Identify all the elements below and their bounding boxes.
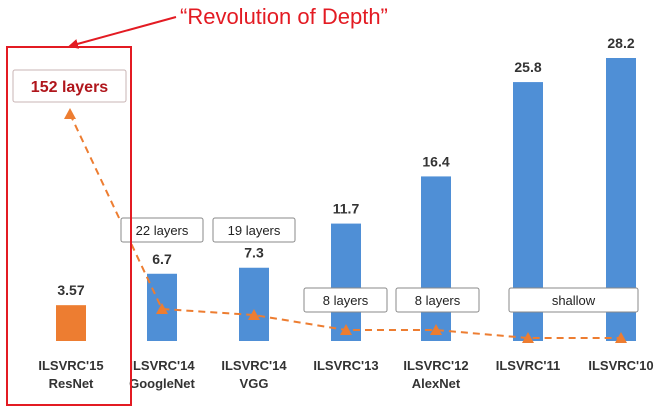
- value-label-5: 25.8: [514, 59, 541, 75]
- value-label-3: 11.7: [333, 201, 360, 217]
- depth-label-box-0: [12, 69, 127, 103]
- category-label-1-0: ILSVRC'14: [129, 358, 195, 373]
- depth-label-5: shallow: [552, 293, 596, 308]
- trend-marker-6: [615, 332, 627, 343]
- category-label-1-1: GoogleNet: [129, 376, 195, 391]
- depth-label-box-3: [303, 287, 388, 313]
- category-label-0-0: ILSVRC'15: [38, 358, 103, 373]
- bar-4: [421, 176, 451, 341]
- bar-3: [331, 223, 361, 341]
- value-label-2: 7.3: [244, 245, 264, 261]
- trend-marker-5: [522, 332, 534, 343]
- depth-label-2: 19 layers: [228, 223, 281, 238]
- category-label-0-1: ResNet: [49, 376, 94, 391]
- depth-label-box-2: [212, 217, 296, 243]
- category-label-3-0: ILSVRC'13: [313, 358, 378, 373]
- value-label-0: 3.57: [57, 282, 84, 298]
- headline-arrow: [68, 16, 177, 49]
- bar-0: [56, 305, 86, 341]
- category-label-2-0: ILSVRC'14: [221, 358, 287, 373]
- depth-label-box-5: [508, 287, 639, 313]
- value-label-1: 6.7: [152, 251, 172, 267]
- bar-2: [239, 267, 269, 341]
- trend-marker-0: [64, 108, 76, 119]
- value-label-4: 16.4: [422, 153, 449, 169]
- depth-label-0: 152 layers: [31, 79, 109, 96]
- category-label-4-1: AlexNet: [412, 376, 461, 391]
- value-label-6: 28.2: [607, 35, 634, 51]
- headline: “Revolution of Depth”: [180, 4, 388, 29]
- depth-label-box-4: [395, 287, 480, 313]
- depth-label-4: 8 layers: [415, 293, 461, 308]
- category-label-4-0: ILSVRC'12: [403, 358, 468, 373]
- trend-marker-1: [156, 303, 168, 314]
- depth-label-3: 8 layers: [323, 293, 369, 308]
- depth-label-box-1: [120, 217, 204, 243]
- depth-label-1: 22 layers: [136, 223, 189, 238]
- category-label-6-0: ILSVRC'10: [588, 358, 653, 373]
- trend-marker-2: [248, 309, 260, 320]
- category-label-5-0: ILSVRC'11: [496, 358, 561, 373]
- trend-marker-3: [340, 324, 352, 335]
- category-label-2-1: VGG: [240, 376, 269, 391]
- trend-marker-4: [430, 324, 442, 335]
